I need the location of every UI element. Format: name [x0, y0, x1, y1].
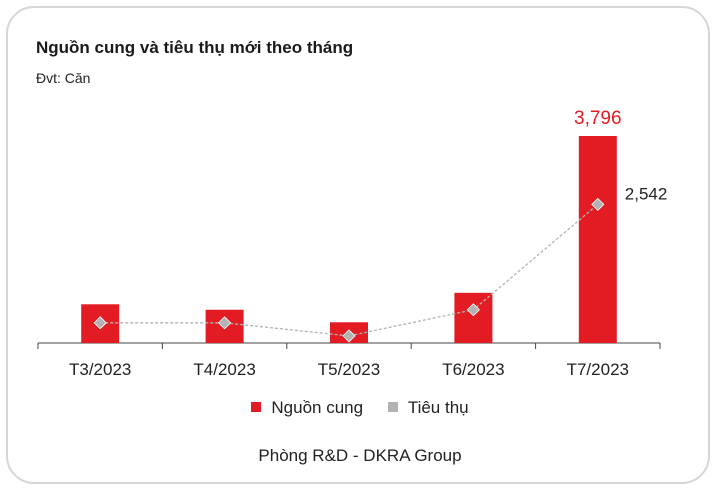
chart-title: Nguồn cung và tiêu thụ mới theo tháng	[36, 38, 354, 57]
source-note: Phòng R&D - DKRA Group	[258, 446, 462, 465]
label-tieu-thu-t7-2023: 2,542	[625, 184, 668, 203]
x-tick-label-t5-2023: T5/2023	[318, 360, 380, 379]
point-tieu-thu-t7-2023	[591, 197, 605, 211]
bar-t6-2023	[454, 292, 493, 343]
legend-swatch-tieu-thu	[387, 402, 398, 412]
point-tieu-thu-t5-2023	[342, 329, 356, 343]
point-tieu-thu-t6-2023	[466, 303, 480, 317]
legend: Nguồn cung Tiêu thụ	[0, 398, 720, 418]
tieu-thu-line	[100, 203, 599, 337]
legend-item-nguon-cung: Nguồn cung	[251, 398, 363, 418]
x-tick-label-t6-2023: T6/2023	[442, 360, 504, 379]
legend-swatch-nguon-cung	[251, 402, 262, 412]
chart-unit: Đvt: Căn	[36, 70, 91, 86]
bar-t7-2023	[578, 136, 617, 343]
legend-item-tieu-thu: Tiêu thụ	[387, 398, 469, 418]
point-tieu-thu-t4-2023	[218, 316, 232, 330]
point-tieu-thu-t3-2023	[93, 316, 107, 330]
x-tick-label-t4-2023: T4/2023	[193, 360, 255, 379]
legend-label-tieu-thu: Tiêu thụ	[407, 398, 469, 417]
x-tick-label-t7-2023: T7/2023	[567, 360, 629, 379]
legend-label-nguon-cung: Nguồn cung	[271, 398, 364, 417]
x-tick-label-t3-2023: T3/2023	[69, 360, 131, 379]
label-nguon-cung-t7-2023: 3,796	[574, 108, 622, 129]
